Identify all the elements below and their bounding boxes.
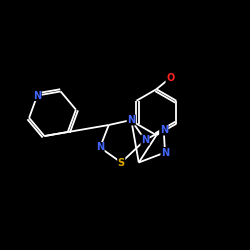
Text: S: S	[118, 158, 125, 168]
Text: N: N	[161, 148, 169, 158]
Text: N: N	[96, 142, 104, 152]
Text: N: N	[33, 90, 41, 101]
Text: N: N	[141, 135, 149, 145]
Text: N: N	[127, 115, 135, 125]
Text: O: O	[166, 73, 174, 83]
Text: N: N	[160, 125, 168, 135]
